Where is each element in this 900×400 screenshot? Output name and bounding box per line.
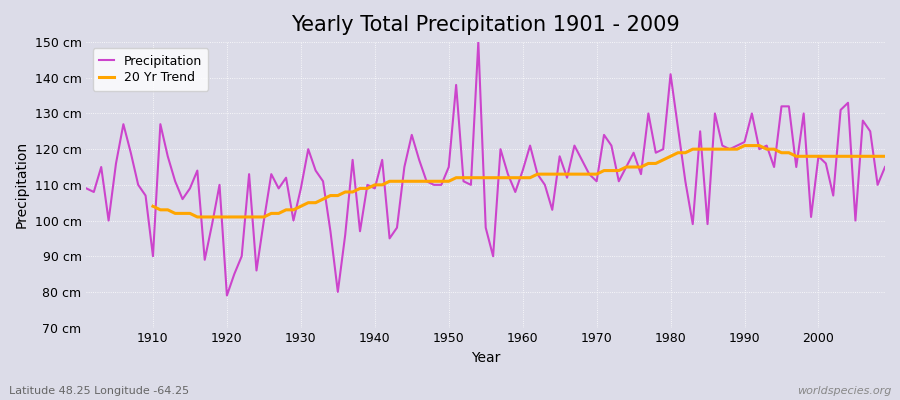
Precipitation [140,193,151,198]
20 Yr Trend [835,154,846,159]
Title: Yearly Total Precipitation 1901 - 2009: Yearly Total Precipitation 1901 - 2009 [292,15,680,35]
Precipitation [525,143,535,148]
Text: Latitude 48.25 Longitude -64.25: Latitude 48.25 Longitude -64.25 [9,386,189,396]
20 Yr Trend [325,193,336,198]
Y-axis label: Precipitation: Precipitation [15,141,29,228]
20 Yr Trend [739,143,750,148]
X-axis label: Year: Year [471,351,500,365]
20 Yr Trend [591,172,602,176]
Text: worldspecies.org: worldspecies.org [796,386,891,396]
20 Yr Trend [148,204,158,209]
Precipitation [310,168,321,173]
20 Yr Trend [532,172,543,176]
Precipitation [879,165,890,170]
Precipitation [621,165,632,170]
Precipitation [472,40,483,44]
20 Yr Trend [295,204,306,209]
Precipitation [532,172,543,176]
Legend: Precipitation, 20 Yr Trend: Precipitation, 20 Yr Trend [93,48,209,91]
Precipitation [355,229,365,234]
20 Yr Trend [879,154,890,159]
Line: Precipitation: Precipitation [86,42,885,296]
Precipitation [221,293,232,298]
Line: 20 Yr Trend: 20 Yr Trend [153,146,885,217]
20 Yr Trend [858,154,868,159]
20 Yr Trend [192,214,202,219]
Precipitation [81,186,92,191]
